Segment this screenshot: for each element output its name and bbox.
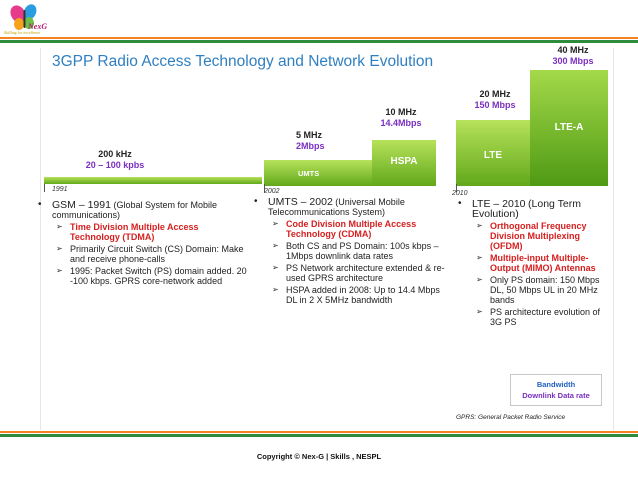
freq-label-gsm: 200 kHz 20 – 100 kpbs bbox=[80, 149, 150, 171]
umts-rate: 2Mbps bbox=[296, 141, 325, 151]
top-stripe bbox=[0, 37, 638, 43]
hspa-bar-label: HSPA bbox=[390, 156, 418, 167]
umts-heading-detail: (Universal Mobile Telecommunications Sys… bbox=[268, 197, 405, 217]
arrow-bullet-icon: ➢ bbox=[56, 244, 63, 253]
tick-2010 bbox=[456, 184, 457, 192]
arrow-bullet-icon: ➢ bbox=[476, 221, 483, 230]
tick-1991 bbox=[44, 184, 45, 192]
bullet-icon: • bbox=[254, 196, 258, 207]
legend-bandwidth: Bandwidth bbox=[536, 380, 576, 389]
ltea-rate: 300 Mbps bbox=[552, 56, 594, 66]
legend-downlink-rate: Downlink Data rate bbox=[522, 391, 590, 400]
lte-item: Orthogonal Frequency Division Multiplexi… bbox=[490, 221, 587, 251]
arrow-bullet-icon: ➢ bbox=[272, 241, 279, 250]
arrow-bullet-icon: ➢ bbox=[272, 219, 279, 228]
gprs-note: GPRS: General Packet Radio Service bbox=[456, 414, 566, 421]
freq-label-ltea: 40 MHz 300 Mbps bbox=[548, 45, 598, 67]
bottom-stripe bbox=[0, 431, 638, 437]
gsm-rate: 20 – 100 kpbs bbox=[85, 160, 145, 170]
gsm-item: 1995: Packet Switch (PS) domain added. 2… bbox=[70, 266, 247, 286]
year-2002: 2002 bbox=[264, 188, 280, 195]
ltea-bar-label: LTE-A bbox=[554, 122, 584, 133]
umts-item: PS Network architecture extended & re-us… bbox=[286, 263, 445, 283]
umts-item: HSPA added in 2008: Up to 14.4 Mbps DL i… bbox=[286, 285, 440, 305]
year-2010: 2010 bbox=[452, 190, 468, 197]
gsm-item: Time Division Multiple Access Technology… bbox=[70, 222, 199, 242]
umts-heading: UMTS – 2002 bbox=[268, 196, 333, 208]
gsm-bar bbox=[44, 177, 262, 184]
freq-label-umts: 5 MHz 2Mbps bbox=[296, 130, 336, 152]
umts-item: Both CS and PS Domain: 100s kbps – 1Mbps… bbox=[286, 241, 439, 261]
lte-bandwidth: 20 MHz bbox=[479, 89, 511, 99]
ltea-bandwidth: 40 MHz bbox=[557, 45, 589, 55]
lte-item: PS architecture evolution of 3G PS bbox=[490, 307, 601, 327]
slide-panel bbox=[40, 48, 614, 430]
legend-box: Bandwidth Downlink Data rate bbox=[510, 374, 602, 406]
umts-bar-label: UMTS bbox=[298, 169, 320, 178]
arrow-bullet-icon: ➢ bbox=[476, 253, 483, 262]
lte-heading-detail: (Long Term Evolution) bbox=[472, 198, 581, 220]
tick-2002 bbox=[264, 184, 265, 192]
arrow-bullet-icon: ➢ bbox=[56, 222, 63, 231]
umts-item: Code Division Multiple Access Technology… bbox=[286, 219, 417, 239]
copyright-footer: Copyright © Nex-G | Skills , NESPL bbox=[256, 452, 382, 461]
hspa-bar: HSPA bbox=[372, 140, 436, 186]
logo-tagline: Skilling for excellence bbox=[4, 30, 41, 35]
lte-rate: 150 Mbps bbox=[474, 100, 516, 110]
bullet-icon: • bbox=[38, 199, 42, 210]
slide-title: 3GPP Radio Access Technology and Network… bbox=[52, 53, 434, 70]
arrow-bullet-icon: ➢ bbox=[272, 263, 279, 272]
gsm-bandwidth: 200 kHz bbox=[98, 149, 132, 159]
freq-label-hspa: 10 MHz 14.4Mbps bbox=[376, 107, 426, 129]
lte-bar-label: LTE bbox=[483, 150, 503, 161]
lte-item: Multiple-input Multiple-Output (MIMO) An… bbox=[490, 253, 596, 273]
arrow-bullet-icon: ➢ bbox=[476, 307, 483, 316]
umts-bar: UMTS bbox=[264, 160, 372, 186]
lte-item: Only PS domain: 150 Mbps DL, 50 Mbps UL … bbox=[490, 275, 600, 305]
hspa-rate: 14.4Mbps bbox=[380, 118, 422, 128]
nexg-logo: NexG bbox=[6, 2, 48, 36]
ltea-bar: LTE-A bbox=[530, 70, 608, 186]
lte-column: • LTE – 2010 (Long Term Evolution) ➢ Ort… bbox=[458, 198, 610, 328]
freq-label-lte: 20 MHz 150 Mbps bbox=[470, 89, 520, 111]
gsm-item: Primarily Circuit Switch (CS) Domain: Ma… bbox=[70, 244, 244, 264]
gsm-column: • GSM – 1991 (Global System for Mobile c… bbox=[38, 199, 250, 287]
arrow-bullet-icon: ➢ bbox=[272, 285, 279, 294]
gsm-heading-detail: (Global System for Mobile communications… bbox=[52, 200, 218, 220]
bullet-icon: • bbox=[458, 198, 462, 209]
year-1991: 1991 bbox=[52, 186, 68, 193]
arrow-bullet-icon: ➢ bbox=[476, 275, 483, 284]
umts-bandwidth: 5 MHz bbox=[296, 130, 323, 140]
gsm-heading: GSM – 1991 bbox=[52, 199, 111, 211]
arrow-bullet-icon: ➢ bbox=[56, 266, 63, 275]
logo-text: NexG bbox=[28, 22, 48, 31]
lte-heading: LTE – 2010 bbox=[472, 198, 526, 210]
lte-bar: LTE bbox=[456, 120, 530, 186]
umts-column: • UMTS – 2002 (Universal Mobile Telecomm… bbox=[254, 196, 450, 306]
hspa-bandwidth: 10 MHz bbox=[385, 107, 417, 117]
